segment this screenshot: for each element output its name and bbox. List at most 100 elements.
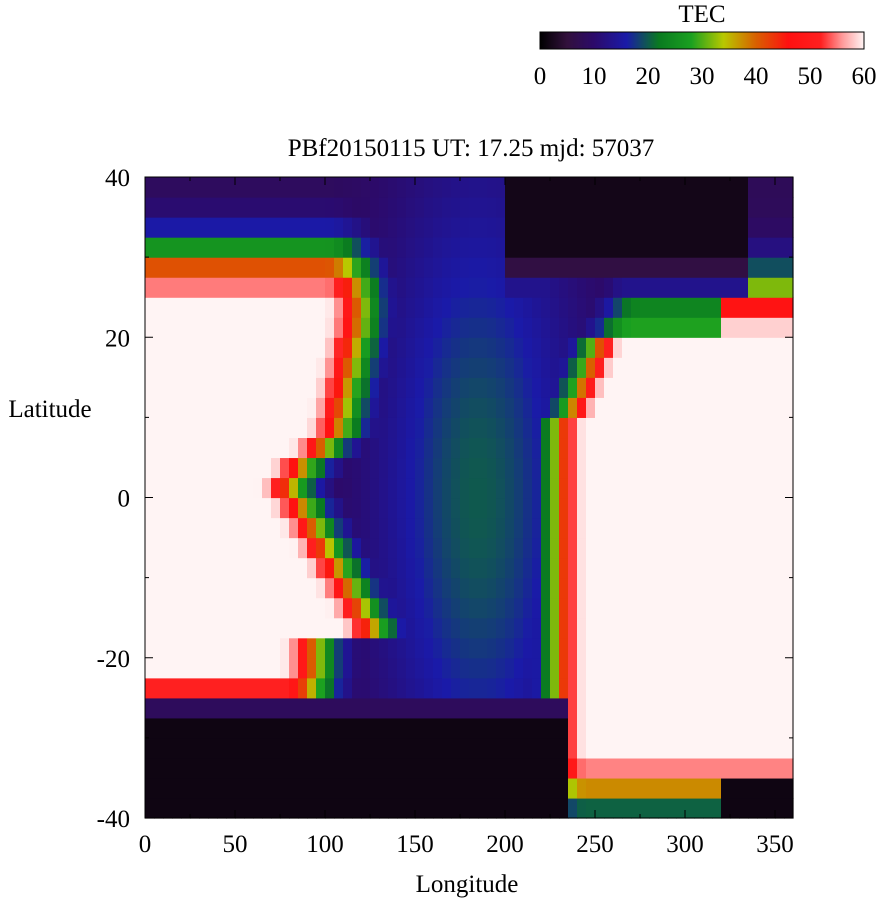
- heatmap-cell: [613, 457, 623, 479]
- heatmap-cell: [451, 697, 461, 719]
- heatmap-cell: [559, 377, 569, 398]
- heatmap-cell: [784, 577, 794, 599]
- heatmap-cell: [415, 397, 425, 418]
- heatmap-cell: [604, 677, 614, 699]
- heatmap-cell: [271, 297, 281, 318]
- heatmap-cell: [406, 477, 416, 499]
- heatmap-cell: [622, 517, 632, 539]
- heatmap-cell: [550, 657, 560, 679]
- heatmap-cell: [667, 377, 677, 398]
- heatmap-cell: [622, 777, 632, 799]
- heatmap-cell: [388, 797, 398, 819]
- heatmap-cell: [766, 717, 776, 739]
- heatmap-cell: [190, 317, 200, 338]
- heatmap-cell: [721, 577, 731, 599]
- heatmap-cell: [568, 197, 578, 218]
- heatmap-cell: [550, 377, 560, 398]
- heatmap-cell: [487, 777, 497, 799]
- heatmap-cell: [370, 277, 380, 298]
- heatmap-cell: [181, 697, 191, 719]
- heatmap-cell: [172, 517, 182, 539]
- heatmap-cell: [352, 397, 362, 418]
- heatmap-cell: [460, 657, 470, 679]
- heatmap-cell: [532, 557, 542, 579]
- heatmap-cell: [622, 337, 632, 358]
- heatmap-cell: [640, 257, 650, 278]
- heatmap-cell: [370, 497, 380, 519]
- heatmap-cell: [766, 417, 776, 439]
- heatmap-cell: [514, 517, 524, 539]
- heatmap-cell: [460, 457, 470, 479]
- heatmap-cell: [703, 517, 713, 539]
- heatmap-cell: [505, 677, 515, 699]
- heatmap-cell: [397, 317, 407, 338]
- heatmap-cell: [712, 777, 722, 799]
- heatmap-cell: [568, 277, 578, 298]
- heatmap-cell: [586, 177, 596, 198]
- heatmap-cell: [199, 717, 209, 739]
- heatmap-cell: [622, 377, 632, 398]
- heatmap-cell: [181, 637, 191, 659]
- heatmap-cell: [487, 437, 497, 459]
- heatmap-cell: [622, 197, 632, 218]
- heatmap-cell: [586, 557, 596, 579]
- heatmap-cell: [523, 457, 533, 479]
- heatmap-cell: [703, 177, 713, 198]
- heatmap-cell: [730, 217, 740, 238]
- heatmap-cell: [253, 637, 263, 659]
- heatmap-cell: [622, 237, 632, 258]
- heatmap-cell: [532, 477, 542, 499]
- heatmap-cell: [532, 197, 542, 218]
- heatmap-cell: [613, 217, 623, 238]
- heatmap-cell: [397, 537, 407, 559]
- heatmap-cell: [595, 477, 605, 499]
- heatmap-cell: [712, 397, 722, 418]
- heatmap-cell: [496, 317, 506, 338]
- heatmap-cell: [586, 357, 596, 378]
- heatmap-cell: [361, 437, 371, 459]
- heatmap-cell: [226, 757, 236, 779]
- heatmap-cell: [622, 357, 632, 378]
- heatmap-cell: [325, 757, 335, 779]
- heatmap-cell: [145, 757, 155, 779]
- heatmap-cell: [433, 457, 443, 479]
- heatmap-cell: [469, 597, 479, 619]
- heatmap-cell: [478, 617, 488, 639]
- heatmap-cell: [532, 757, 542, 779]
- heatmap-cell: [253, 757, 263, 779]
- heatmap-cell: [307, 397, 317, 418]
- heatmap-cell: [154, 517, 164, 539]
- heatmap-cell: [388, 457, 398, 479]
- heatmap-cell: [316, 757, 326, 779]
- heatmap-cell: [712, 617, 722, 639]
- heatmap-cell: [568, 677, 578, 699]
- heatmap-cell: [505, 517, 515, 539]
- heatmap-cell: [703, 577, 713, 599]
- heatmap-cell: [316, 457, 326, 479]
- heatmap-cell: [631, 597, 641, 619]
- heatmap-cell: [379, 417, 389, 439]
- heatmap-cell: [190, 477, 200, 499]
- heatmap-cell: [190, 457, 200, 479]
- heatmap-cell: [442, 617, 452, 639]
- heatmap-cell: [631, 737, 641, 759]
- heatmap-cell: [244, 417, 254, 439]
- heatmap-cell: [217, 237, 227, 258]
- heatmap-cell: [568, 517, 578, 539]
- heatmap-cell: [604, 177, 614, 198]
- heatmap-cell: [379, 297, 389, 318]
- heatmap-cell: [505, 797, 515, 819]
- heatmap-cell: [451, 397, 461, 418]
- heatmap-cell: [694, 677, 704, 699]
- heatmap-cell: [649, 437, 659, 459]
- heatmap-cell: [244, 197, 254, 218]
- heatmap-cell: [334, 577, 344, 599]
- heatmap-cell: [478, 537, 488, 559]
- heatmap-cell: [190, 397, 200, 418]
- heatmap-cell: [685, 577, 695, 599]
- heatmap-cell: [595, 597, 605, 619]
- heatmap-cell: [658, 177, 668, 198]
- heatmap-cell: [181, 297, 191, 318]
- heatmap-cell: [568, 477, 578, 499]
- heatmap-cell: [280, 757, 290, 779]
